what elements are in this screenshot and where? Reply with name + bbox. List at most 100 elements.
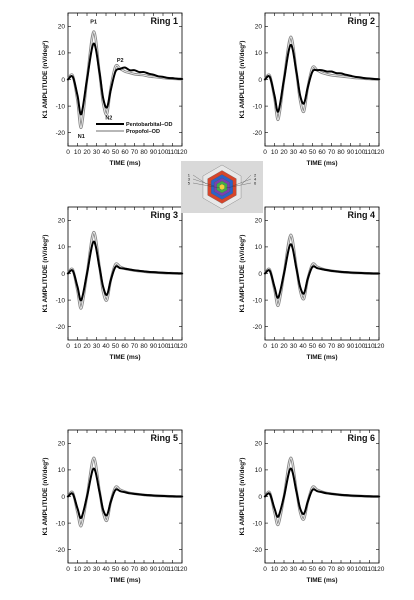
x-tick-label: 110 (167, 343, 178, 350)
x-tick-label: 80 (337, 566, 345, 573)
y-tick-label: -20 (253, 324, 263, 331)
panel-ring-5: 0 10 20 30 40 50 60 70 80 90 100110120-20-1001020T… (42, 429, 188, 584)
x-tick-label: 70 (131, 149, 139, 156)
panel-title: Ring 1 (150, 16, 178, 26)
y-tick-label: -20 (56, 324, 66, 331)
x-tick-label: 80 (337, 149, 345, 156)
x-tick-label: 40 (102, 149, 110, 156)
panel-title: Ring 6 (347, 433, 375, 443)
x-axis-title: TIME (ms) (306, 160, 337, 167)
x-tick-label: 50 (112, 343, 120, 350)
x-tick-label: 90 (150, 343, 158, 350)
legend-entry: Pentobarbital–OD (126, 122, 172, 128)
x-tick-label: 0 (66, 343, 70, 350)
x-tick-label: 50 (112, 566, 120, 573)
panel-ring-6: 0 10 20 30 40 50 60 70 80 90 100110120-20-1001020T… (239, 429, 385, 584)
x-axis-title: TIME (ms) (109, 160, 140, 167)
x-tick-label: 50 (309, 566, 317, 573)
x-tick-label: 0 (263, 566, 267, 573)
y-tick-label: -10 (56, 520, 66, 527)
x-tick-label: 110 (364, 149, 375, 156)
x-tick-label: 50 (112, 149, 120, 156)
inset-leader-line (192, 182, 221, 189)
x-tick-label: 10 (74, 149, 82, 156)
x-tick-label: 120 (177, 566, 188, 573)
x-tick-label: 20 (83, 566, 91, 573)
x-tick-label: 60 (318, 343, 326, 350)
x-tick-label: 120 (374, 343, 385, 350)
inset-ring-label: 4 (254, 177, 257, 182)
x-axis-title: TIME (ms) (109, 354, 140, 361)
y-tick-label: 20 (255, 441, 263, 448)
y-tick-label: -10 (56, 297, 66, 304)
x-tick-label: 100 (355, 566, 366, 573)
peak-label-p2: P2 (117, 58, 124, 64)
x-tick-label: 20 (280, 343, 288, 350)
inset-ring-label: 2 (254, 173, 257, 178)
x-tick-label: 10 (271, 149, 279, 156)
inset-leader-line (192, 174, 207, 185)
x-tick-label: 20 (280, 149, 288, 156)
series-line-propofol-highlight (67, 31, 183, 128)
y-tick-label: -10 (253, 297, 263, 304)
inset-leader-line (192, 178, 215, 187)
y-tick-label: 20 (255, 218, 263, 225)
x-tick-label: 10 (271, 566, 279, 573)
y-tick-label: -10 (56, 103, 66, 110)
x-tick-label: 100 (355, 149, 366, 156)
y-tick-label: 0 (258, 494, 262, 501)
x-tick-label: 0 (263, 343, 267, 350)
x-tick-label: 100 (158, 566, 169, 573)
x-tick-label: 30 (93, 566, 101, 573)
x-tick-label: 20 (83, 149, 91, 156)
peak-label-n2: N2 (105, 115, 112, 121)
x-tick-label: 90 (150, 566, 158, 573)
series-line-propofol (263, 233, 381, 308)
inset-ring-label: 1 (188, 173, 191, 178)
x-tick-label: 20 (280, 566, 288, 573)
x-tick-label: 100 (355, 343, 366, 350)
x-tick-label: 80 (140, 566, 148, 573)
y-axis-title: K1 AMPLITUDE (nV/deg²) (239, 235, 246, 313)
x-tick-label: 100 (158, 149, 169, 156)
x-tick-label: 70 (131, 566, 139, 573)
y-tick-label: 10 (255, 467, 263, 474)
y-tick-label: 20 (255, 24, 263, 31)
ring-hexagon (219, 183, 225, 191)
panel-title: Ring 2 (347, 16, 375, 26)
y-tick-label: -10 (253, 103, 263, 110)
x-tick-label: 0 (263, 149, 267, 156)
ring-diagram-inset: 135 246 (181, 161, 263, 213)
x-tick-label: 90 (347, 343, 355, 350)
x-axis-title: TIME (ms) (109, 577, 140, 584)
x-tick-label: 20 (83, 343, 91, 350)
y-tick-label: 0 (258, 271, 262, 278)
x-tick-label: 60 (121, 566, 129, 573)
series-line-pentobarbital (264, 243, 380, 299)
x-tick-label: 80 (140, 343, 148, 350)
x-tick-label: 60 (121, 343, 129, 350)
x-tick-label: 110 (364, 343, 375, 350)
y-tick-label: -20 (56, 130, 66, 137)
series-line-propofol (66, 230, 184, 310)
x-tick-label: 30 (290, 566, 298, 573)
x-tick-label: 90 (150, 149, 158, 156)
panel-ring-2: 0 10 20 30 40 50 60 70 80 90 100110120-20-1001020T… (239, 12, 385, 167)
y-tick-label: -20 (56, 547, 66, 554)
x-axis-title: TIME (ms) (306, 354, 337, 361)
x-tick-label: 120 (177, 149, 188, 156)
y-tick-label: 10 (255, 50, 263, 57)
inset-leader-line (225, 182, 252, 189)
x-tick-label: 70 (131, 343, 139, 350)
x-tick-label: 110 (167, 566, 178, 573)
inset-ring-label: 6 (254, 181, 257, 186)
series-line-pentobarbital (67, 42, 183, 116)
x-tick-label: 10 (74, 343, 82, 350)
x-tick-label: 60 (121, 149, 129, 156)
y-axis-title: K1 AMPLITUDE (nV/deg²) (42, 458, 49, 536)
x-tick-label: 80 (140, 149, 148, 156)
series-line-pentobarbital (67, 240, 183, 302)
x-tick-label: 40 (299, 149, 307, 156)
series-line-propofol-highlight (67, 231, 183, 309)
